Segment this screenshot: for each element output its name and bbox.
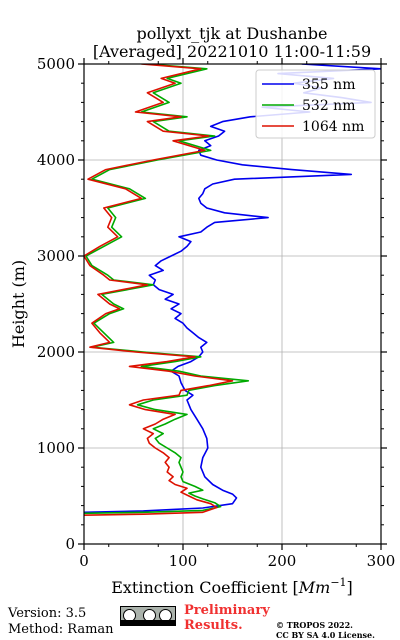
results-text: Results.	[184, 618, 243, 633]
copyright-text: © TROPOS 2022.	[276, 620, 353, 630]
x-axis-label-text: Extinction Coefficient [	[111, 578, 299, 597]
x-tick-label: 0	[79, 552, 89, 570]
y-tick-label: 1000	[37, 439, 75, 457]
preliminary-notice: Preliminary Results.	[184, 603, 270, 633]
legend-label: 355 nm	[302, 77, 355, 93]
chart-title-line1: pollyxt_tjk at Dushanbe	[136, 24, 327, 43]
version-text: Version: 3.5	[8, 606, 87, 621]
preliminary-text: Preliminary	[184, 603, 270, 618]
y-tick-label: 5000	[37, 55, 75, 73]
x-axis-label-unit: Mm	[298, 578, 331, 597]
x-tick-label: 300	[367, 552, 396, 570]
x-axis-label: Extinction Coefficient [Mm−1]	[111, 576, 353, 597]
chart-title-line2: [Averaged] 20221010 11:00-11:59	[93, 42, 371, 61]
y-tick-label: 0	[65, 535, 75, 553]
series-line-355-nm	[84, 64, 381, 514]
plot-frame	[83, 63, 382, 545]
ticks	[78, 58, 387, 550]
y-tick-label: 2000	[37, 343, 75, 361]
method-text: Method: Raman	[8, 622, 114, 637]
cc-by-sa-icon	[120, 606, 176, 626]
legend: 355 nm 532 nm 1064 nm	[255, 69, 376, 139]
x-axis-label-end: ]	[347, 578, 353, 597]
series-line-1064-nm	[84, 64, 234, 516]
series-group	[84, 64, 381, 516]
y-tick-label: 3000	[37, 247, 75, 265]
legend-label: 532 nm	[302, 98, 355, 114]
cc-badge-bar	[121, 620, 175, 625]
y-tick-label: 4000	[37, 151, 75, 169]
x-tick-label: 100	[169, 552, 198, 570]
license-text: CC BY SA 4.0 License.	[276, 630, 375, 640]
y-axis-label: Height (m)	[9, 260, 28, 348]
legend-box	[255, 69, 376, 139]
version-info: Version: 3.5 Method: Raman	[8, 606, 114, 638]
legend-label: 1064 nm	[302, 119, 364, 135]
copyright-notice: © TROPOS 2022. CC BY SA 4.0 License.	[276, 620, 375, 640]
x-axis-label-exponent: −1	[330, 576, 346, 589]
chart: pollyxt_tjk at Dushanbe [Averaged] 20221…	[9, 24, 396, 597]
x-tick-label: 200	[268, 552, 297, 570]
